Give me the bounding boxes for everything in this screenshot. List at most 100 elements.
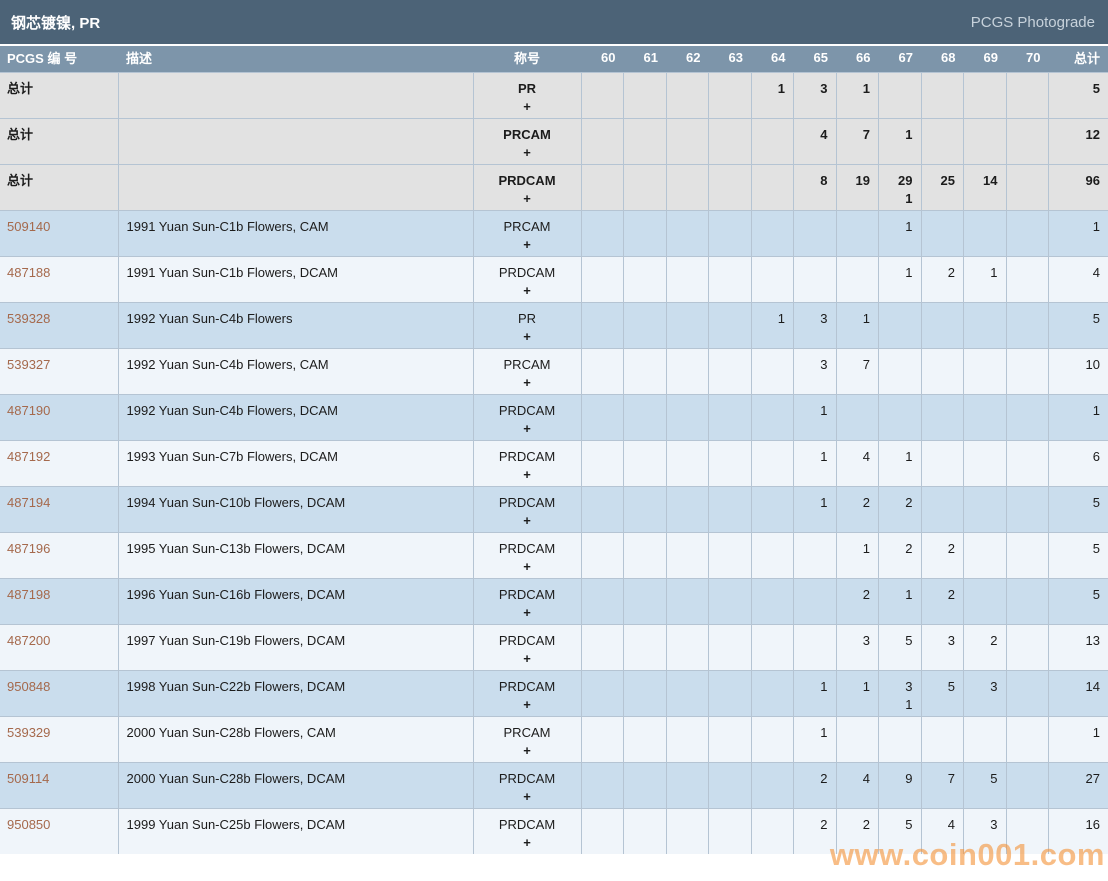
grade-cell-61 [623, 393, 666, 440]
grade-cell-70 [1005, 71, 1049, 118]
grade-cell-60 [580, 807, 624, 854]
pcgs-number-link[interactable]: 487200 [7, 632, 51, 648]
grade-cell-65: 1 [793, 485, 836, 532]
designation-label: PR [517, 310, 537, 326]
table-row: 509140 1991 Yuan Sun-C1b Flowers, CAM PRCA… [0, 209, 1108, 256]
grade-cell-70 [1005, 531, 1049, 578]
grade-cell-66: 4 [835, 761, 879, 808]
row-total: 16 [1048, 807, 1108, 854]
total-label: 总计 [7, 80, 34, 96]
table-row: 539327 1992 Yuan Sun-C4b Flowers, CAM PRCA… [0, 347, 1108, 394]
designation-cell: PRCAM + [472, 209, 581, 256]
grade-cell-68 [920, 439, 964, 486]
grade-cell-65: 3 [793, 347, 836, 394]
grade-cell-62 [665, 439, 709, 486]
grade-count: 1 [905, 264, 913, 280]
column-header-grade-66: 66 [836, 46, 879, 72]
grade-cell-68: 2 [920, 531, 964, 578]
table-row: 950850 1999 Yuan Sun-C25b Flowers, DCAM PR… [0, 807, 1108, 854]
pcgs-number-cell: 487200 [0, 623, 118, 670]
grade-cell-64 [750, 485, 794, 532]
plus-designation-label: + [523, 374, 531, 390]
grade-count: 3 [820, 356, 828, 372]
pcgs-number-link[interactable]: 487190 [7, 402, 51, 418]
column-header-grade-63: 63 [708, 46, 751, 72]
grade-count: 1 [862, 540, 870, 556]
column-header-grade-70: 70 [1006, 46, 1049, 72]
grade-count: 1 [820, 494, 828, 510]
grade-count: 3 [990, 816, 998, 832]
designation-label: PRDCAM [498, 586, 556, 602]
grade-cell-62 [665, 255, 709, 302]
pcgs-number-link[interactable]: 487194 [7, 494, 51, 510]
row-total: 1 [1048, 715, 1108, 762]
grade-cell-64 [750, 209, 794, 256]
column-header-description: 描述 [118, 46, 473, 72]
column-header-grade-68: 68 [921, 46, 964, 72]
grade-count: 25 [940, 172, 955, 188]
grade-cell-70 [1005, 255, 1049, 302]
grade-cell-65: 3 [793, 71, 836, 118]
column-header-grade-64: 64 [751, 46, 794, 72]
pcgs-number-link[interactable]: 539328 [7, 310, 51, 326]
grade-cell-64 [750, 117, 794, 164]
pcgs-number-link[interactable]: 487192 [7, 448, 51, 464]
grade-cell-60 [580, 71, 624, 118]
grade-cell-70 [1005, 623, 1049, 670]
photograde-link[interactable]: PCGS Photograde [970, 13, 1095, 31]
pcgs-number-link[interactable]: 509114 [7, 770, 50, 786]
total-row: 总计 PRDCAM +8 19 29 1 25 14 96 [0, 163, 1108, 210]
grade-cell-63 [708, 209, 751, 256]
row-description: 2000 Yuan Sun-C28b Flowers, DCAM [117, 761, 473, 808]
grade-cell-70 [1005, 669, 1049, 716]
grade-count: 1 [862, 80, 870, 96]
grade-count: 2 [905, 540, 913, 556]
grade-cell-65: 8 [793, 163, 836, 210]
grade-cell-67: 5 [878, 623, 921, 670]
grade-cell-62 [665, 807, 709, 854]
grade-cell-63 [708, 807, 751, 854]
column-header-total: 总计 [1048, 46, 1108, 72]
grade-cell-64 [750, 807, 794, 854]
grade-cell-61 [623, 807, 666, 854]
grade-cell-63 [708, 623, 751, 670]
grade-cell-60 [580, 531, 624, 578]
grade-cell-70 [1005, 301, 1049, 348]
pcgs-number-link[interactable]: 487198 [7, 586, 51, 602]
grade-cell-63 [708, 715, 751, 762]
pcgs-number-link[interactable]: 539327 [7, 356, 51, 372]
row-total: 13 [1048, 623, 1108, 670]
pcgs-number-link[interactable]: 487188 [7, 264, 51, 280]
pcgs-number-cell: 509114 [0, 761, 118, 808]
grade-count: 19 [855, 172, 870, 188]
pcgs-number-link[interactable]: 487196 [7, 540, 51, 556]
pcgs-number-link[interactable]: 509140 [7, 218, 51, 234]
column-header-designation: 称号 [473, 46, 581, 72]
grade-cell-64 [750, 347, 794, 394]
pcgs-number-link[interactable]: 950848 [7, 678, 51, 694]
grade-plus-count: 1 [905, 696, 913, 712]
grade-cell-63 [708, 163, 751, 210]
grade-cell-67: 1 [878, 439, 921, 486]
grade-count: 1 [820, 724, 828, 740]
designation-label: PRDCAM [498, 540, 556, 556]
grade-cell-61 [623, 301, 666, 348]
grade-cell-64 [750, 715, 794, 762]
grade-cell-63 [708, 117, 751, 164]
designation-label: PRDCAM [498, 632, 556, 648]
grade-cell-63 [708, 301, 751, 348]
pcgs-number-cell: 总计 [0, 71, 118, 118]
pcgs-number-link[interactable]: 950850 [7, 816, 51, 832]
grade-cell-66: 19 [835, 163, 879, 210]
grade-cell-65 [793, 577, 836, 624]
grade-cell-62 [665, 761, 709, 808]
grade-count: 3 [820, 80, 828, 96]
designation-label: PRDCAM [498, 172, 556, 188]
pcgs-number-cell: 539328 [0, 301, 118, 348]
pcgs-number-link[interactable]: 539329 [7, 724, 51, 740]
pcgs-number-cell: 总计 [0, 163, 118, 210]
plus-designation-label: + [523, 236, 531, 252]
grade-cell-70 [1005, 393, 1049, 440]
grade-cell-61 [623, 715, 666, 762]
grade-cell-70 [1005, 163, 1049, 210]
